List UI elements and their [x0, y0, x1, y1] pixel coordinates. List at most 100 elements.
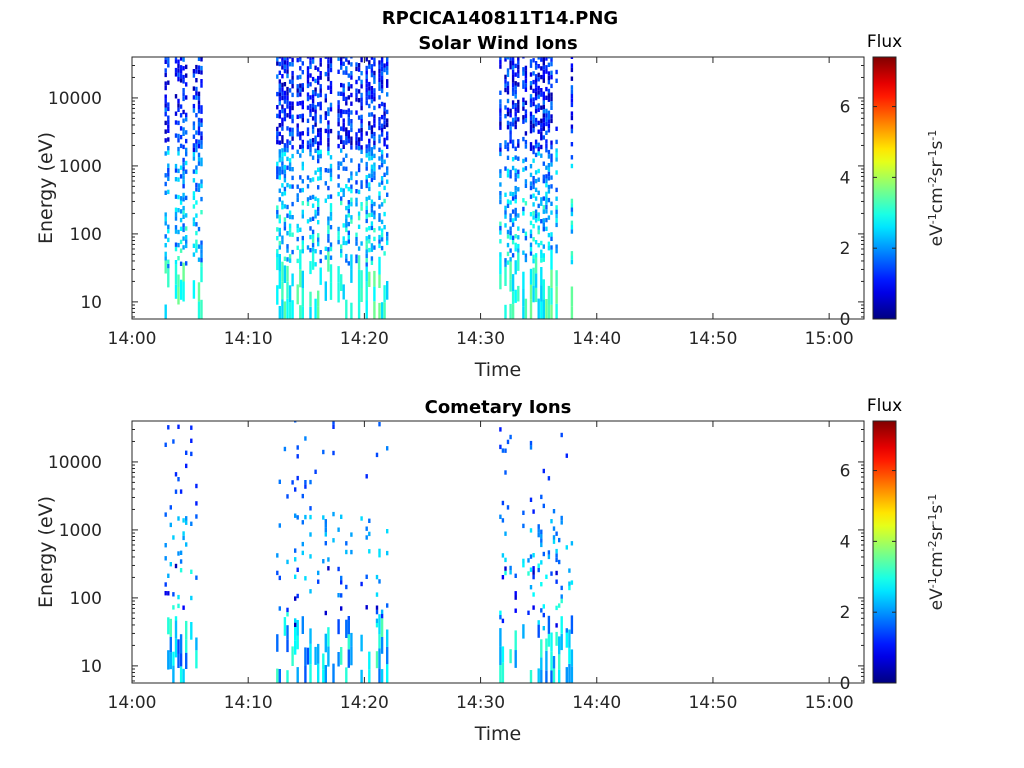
spectrogram-cell [365, 144, 368, 149]
spectrogram-cell [547, 62, 551, 67]
spectrogram-cell [357, 255, 361, 270]
spectrogram-cell [319, 101, 322, 106]
spectrogram-cell [291, 300, 294, 319]
spectrogram-cell [378, 64, 381, 69]
spectrogram-cell [524, 74, 528, 79]
spectrogram-cell [524, 157, 528, 162]
spectrogram-cell [195, 501, 198, 506]
spectrogram-cell [542, 612, 545, 618]
spectrogram-cell [545, 638, 548, 651]
spectrogram-cell [550, 57, 553, 62]
spectrogram-cell [172, 665, 175, 683]
spectrogram-cell [283, 221, 287, 227]
spectrogram-cell [532, 158, 535, 163]
spectrogram-cell [537, 177, 540, 182]
spectrogram-cell [524, 257, 528, 263]
spectrogram-cell [509, 565, 512, 571]
spectrogram-cell [540, 301, 543, 319]
spectrogram-cell [555, 531, 558, 536]
spectrogram-cell [532, 570, 535, 575]
spectrogram-cell [506, 242, 510, 248]
spectrogram-cell [529, 59, 533, 64]
spectrogram-cell [309, 234, 312, 240]
spectrogram-cell [345, 136, 348, 141]
spectrogram-cell [185, 516, 188, 521]
spectrogram-cell [550, 232, 553, 237]
spectrogram-cell [383, 251, 386, 256]
spectrogram-cell [337, 235, 340, 240]
spectrogram-cell [167, 263, 170, 269]
spectrogram-cell [532, 210, 535, 216]
spectrogram-cell [296, 593, 299, 599]
spectrogram-cell [350, 75, 353, 80]
spectrogram-cell [197, 69, 201, 75]
spectrogram-cell [288, 254, 292, 259]
spectrogram-cell [350, 57, 353, 59]
spectrogram-cell [327, 220, 330, 226]
spectrogram-cell [345, 541, 348, 546]
spectrogram-cell [286, 607, 289, 613]
spectrogram-cell [291, 153, 294, 159]
spectrogram-cell [301, 187, 304, 193]
spectrogram-cell [550, 269, 553, 288]
spectrogram-cell [306, 96, 310, 102]
spectrogram-cell [342, 236, 345, 241]
spectrogram-cell [378, 103, 381, 109]
spectrogram-cell [276, 668, 279, 683]
spectrogram-cell [350, 84, 353, 89]
spectrogram-cell [167, 617, 170, 635]
spectrogram-cell [306, 140, 310, 145]
spectrogram-cell [291, 57, 294, 63]
spectrogram-cell [509, 217, 512, 223]
spectrogram-cell [373, 153, 376, 159]
spectrogram-cell [542, 117, 545, 123]
spectrogram-cell [314, 214, 317, 219]
spectrogram-cell [283, 64, 287, 69]
spectrogram-cell [195, 230, 198, 236]
spectrogram-cell [192, 103, 196, 109]
spectrogram-cell [342, 188, 345, 193]
spectrogram-cell [555, 244, 558, 249]
spectrogram-cell [545, 299, 548, 319]
spectrogram-cell [345, 214, 348, 219]
spectrogram-cell [540, 219, 543, 224]
spectrogram-cell [504, 74, 507, 80]
spectrogram-cell [545, 57, 548, 61]
spectrogram-cell [301, 70, 304, 75]
spectrogram-cell [540, 201, 543, 206]
spectrogram-cell [190, 622, 193, 640]
spectrogram-cell [529, 63, 533, 68]
spectrogram-cell [177, 138, 180, 143]
spectrogram-cell [380, 302, 384, 319]
spectrogram-cell [365, 201, 368, 206]
spectrogram-cell [174, 72, 178, 77]
spectrogram-cell [547, 246, 551, 251]
spectrogram-cell [386, 603, 389, 608]
spectrogram-cell [355, 189, 358, 194]
spectrogram-cell [547, 93, 551, 98]
spectrogram-cell [373, 70, 376, 76]
spectrogram-cell [340, 514, 343, 519]
spectrogram-cell [368, 90, 371, 96]
spectrogram-cell [185, 450, 188, 455]
spectrogram-cell [560, 598, 563, 604]
spectrogram-cell [164, 107, 167, 112]
spectrogram-cell [324, 98, 327, 103]
spectrogram-cell [357, 98, 361, 103]
spectrogram-cell [547, 615, 551, 634]
spectrogram-cell [288, 258, 292, 263]
spectrogram-cell [329, 80, 333, 86]
spectrogram-cell [542, 551, 545, 557]
spectrogram-cell [365, 253, 368, 258]
spectrogram-cell [314, 196, 317, 201]
spectrogram-cell [514, 247, 517, 252]
spectrogram-cell [537, 563, 540, 568]
spectrogram-cell [345, 549, 348, 555]
spectrogram-cell [524, 131, 528, 136]
spectrogram-cell [324, 519, 327, 524]
spectrogram-cell [386, 122, 389, 128]
spectrogram-cell [506, 251, 510, 257]
spectrogram-cell [517, 169, 520, 174]
spectrogram-cell [542, 69, 545, 75]
spectrogram-cell [288, 232, 292, 237]
